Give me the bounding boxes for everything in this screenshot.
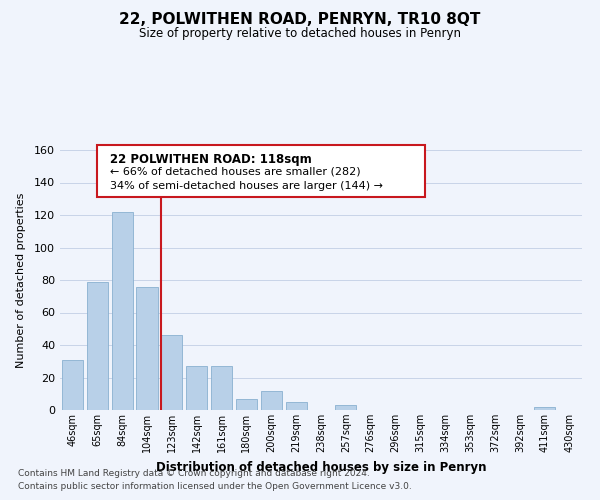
Bar [112,212,133,410]
Bar [161,335,182,410]
Bar [335,405,356,410]
Bar [261,390,282,410]
Text: 22, POLWITHEN ROAD, PENRYN, TR10 8QT: 22, POLWITHEN ROAD, PENRYN, TR10 8QT [119,12,481,28]
Bar [136,286,158,410]
Text: Contains HM Land Registry data © Crown copyright and database right 2024.: Contains HM Land Registry data © Crown c… [18,468,370,477]
Text: ← 66% of detached houses are smaller (282): ← 66% of detached houses are smaller (28… [110,167,360,177]
Bar [211,366,232,410]
Bar [534,407,555,410]
Bar [236,398,257,410]
Text: Contains public sector information licensed under the Open Government Licence v3: Contains public sector information licen… [18,482,412,491]
Bar [286,402,307,410]
Y-axis label: Number of detached properties: Number of detached properties [16,192,26,368]
Bar [62,360,83,410]
Text: Size of property relative to detached houses in Penryn: Size of property relative to detached ho… [139,28,461,40]
Text: 34% of semi-detached houses are larger (144) →: 34% of semi-detached houses are larger (… [110,181,383,191]
Bar [186,366,207,410]
X-axis label: Distribution of detached houses by size in Penryn: Distribution of detached houses by size … [156,460,486,473]
Bar [87,282,108,410]
Text: 22 POLWITHEN ROAD: 118sqm: 22 POLWITHEN ROAD: 118sqm [110,152,311,166]
FancyBboxPatch shape [97,145,425,197]
